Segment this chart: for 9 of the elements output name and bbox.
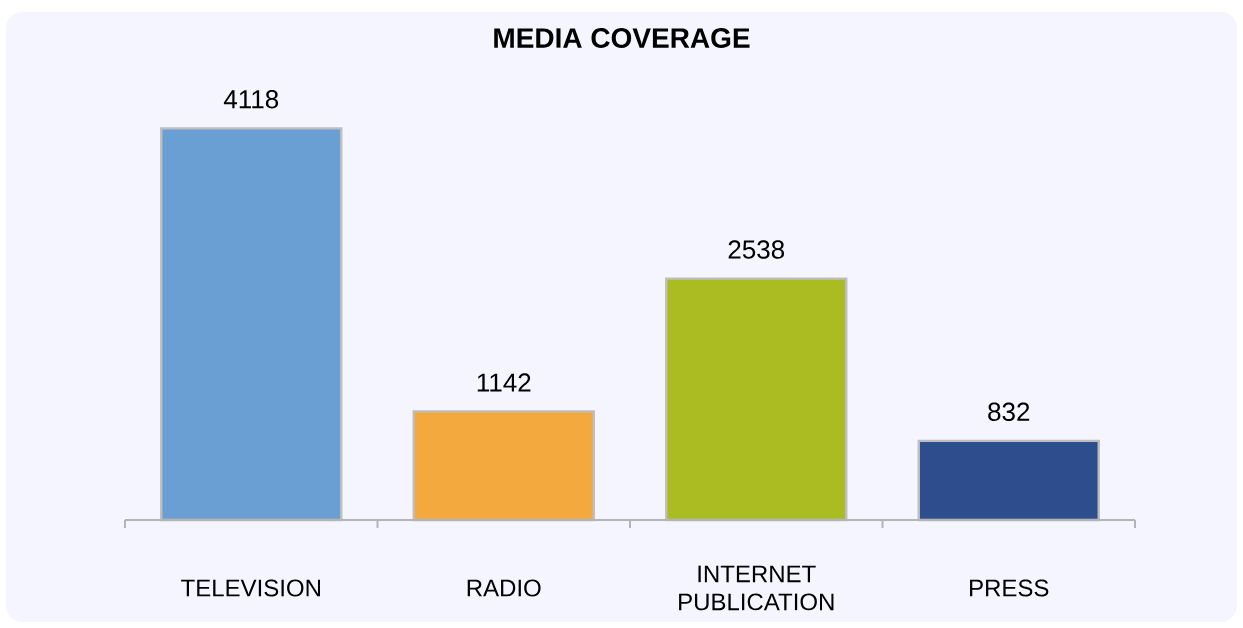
data-label: 832 [988,402,1030,421]
data-label: 2538 [728,240,785,259]
x-tick-label: PRESS [970,579,1049,597]
x-tick-label: RADIO [467,579,541,597]
x-tick-label: TELEVISION [181,579,320,597]
x-tick-label: INTERNET PUBLICATION [679,565,834,611]
data-label: 4118 [223,90,279,109]
chart-title: MEDIA COVERAGE [494,28,750,48]
data-label: 1142 [477,373,531,392]
